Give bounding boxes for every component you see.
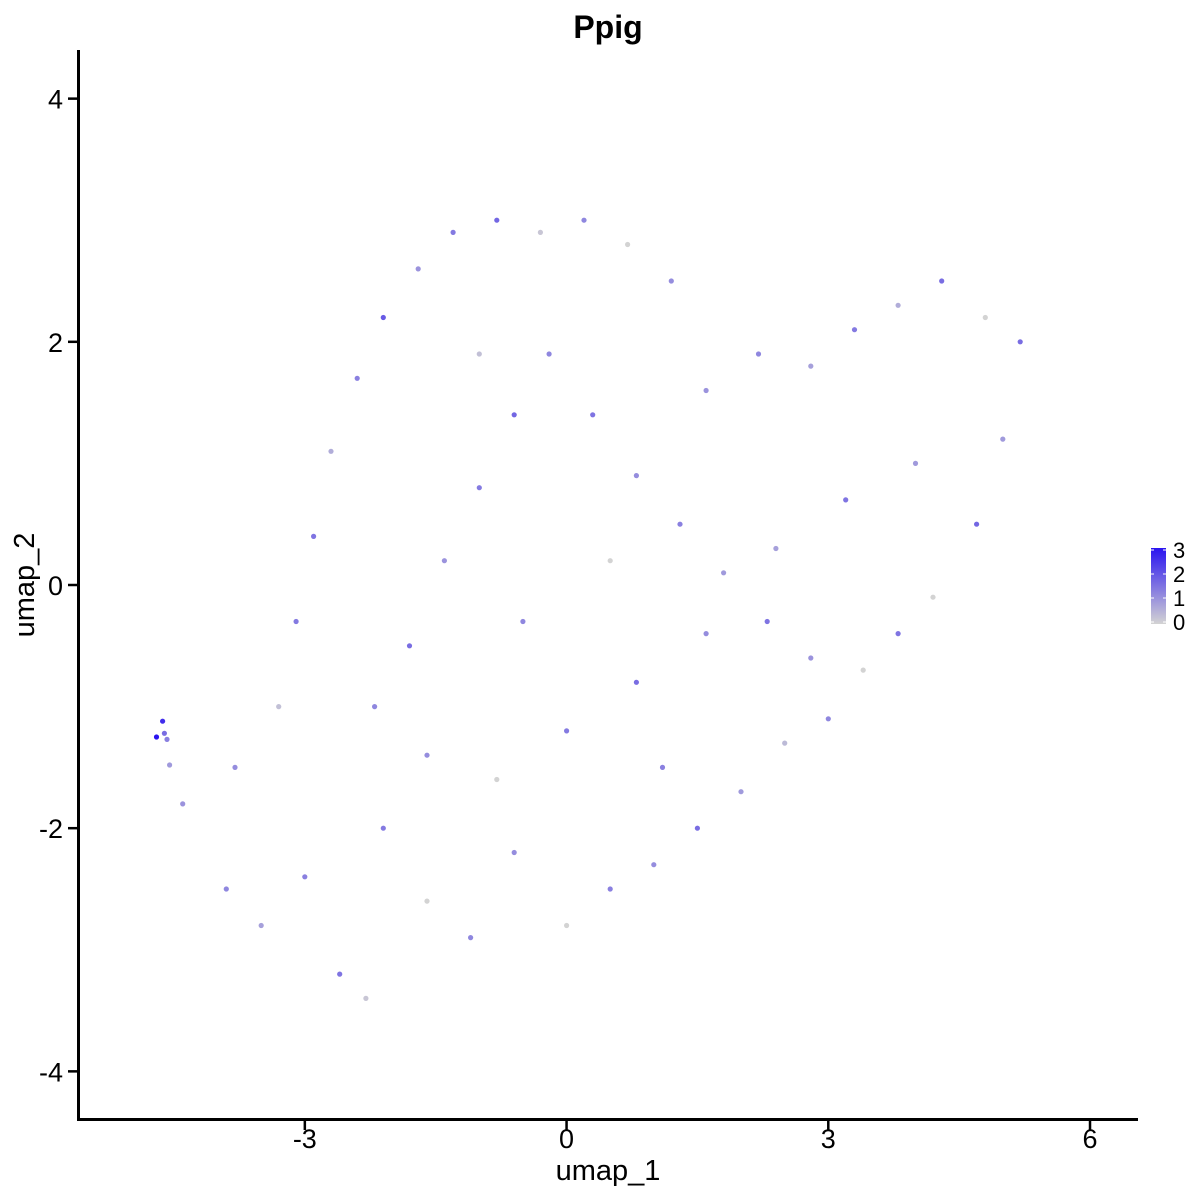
y-ticks: -4 -2 0 2 4 [39,85,77,1087]
data-point [808,655,814,661]
data-point [167,762,173,768]
data-point [354,375,360,381]
data-point [468,935,474,941]
data-point [302,874,308,880]
data-point [223,886,229,892]
legend-tick-label: 3 [1173,538,1185,563]
data-point [311,533,317,540]
data-point [476,351,482,357]
data-point [546,351,552,357]
data-point [843,497,849,503]
x-tick-label: 0 [559,1124,574,1154]
data-point [782,740,788,746]
data-point [520,618,526,625]
data-point [328,448,334,454]
data-point [808,363,814,369]
data-point [755,351,762,357]
data-point [494,776,500,783]
y-tick-label: 4 [48,85,63,115]
y-axis-label: umap_2 [9,533,41,638]
legend-colorbar [1151,548,1166,624]
data-point [851,327,858,333]
data-point [511,849,517,856]
data-point [564,728,570,734]
x-axis-label: umap_1 [556,1155,661,1187]
y-tick-label: -2 [39,814,63,844]
x-tick-label: 3 [821,1124,836,1154]
data-point [372,704,378,710]
data-point [581,217,587,223]
data-point [738,789,744,795]
data-point [1017,339,1023,345]
data-point [930,594,936,600]
legend-tick-label: 2 [1173,562,1185,587]
data-point [476,485,482,491]
data-point [276,704,282,710]
data-point [651,862,657,868]
data-point [153,734,160,740]
data-point [424,898,430,904]
data-point [160,718,166,724]
data-point [773,545,779,552]
data-point [380,314,386,321]
data-point [659,764,666,771]
data-point [607,558,613,564]
data-point [764,618,770,625]
data-point [825,716,831,722]
legend-tick-label: 1 [1173,586,1185,611]
data-point [703,387,709,394]
data-point [232,764,238,771]
axes [77,50,1138,1121]
data-point [164,736,170,743]
data-point [939,278,945,284]
data-point [703,631,709,637]
data-point [258,922,264,929]
data-point [564,922,570,929]
data-point [180,801,186,807]
data-point [415,266,421,272]
data-point [363,995,369,1002]
data-point [974,521,980,527]
data-point [406,643,413,649]
data-point [161,730,167,736]
data-point [694,825,701,831]
data-point [590,412,596,418]
data-point [860,667,866,673]
data-point [450,229,456,235]
data-point [424,752,430,758]
x-tick-label: 6 [1083,1124,1098,1154]
data-point [677,521,683,527]
data-point [895,302,901,308]
data-point [633,473,640,479]
data-point [982,314,988,321]
data-point [293,618,299,625]
data-point [625,241,631,248]
y-tick-label: -4 [39,1057,63,1087]
legend-tick-label: 0 [1173,610,1185,635]
y-tick-label: 0 [48,571,63,601]
data-point [633,679,640,685]
x-tick-label: -3 [293,1124,317,1154]
data-point [380,825,386,831]
data-point [537,229,544,235]
data-point [912,460,919,466]
data-point [607,886,613,892]
points-layer [153,217,1023,1002]
data-point [441,558,447,564]
data-point [1000,436,1006,442]
data-point [668,278,674,284]
data-point [895,631,901,637]
chart-title: Ppig [573,9,642,45]
data-point [337,971,343,977]
y-tick-label: 2 [48,328,63,358]
data-point [721,570,727,576]
data-point [494,217,500,223]
x-ticks: -3 0 3 6 [293,1121,1098,1154]
data-point [511,412,517,418]
